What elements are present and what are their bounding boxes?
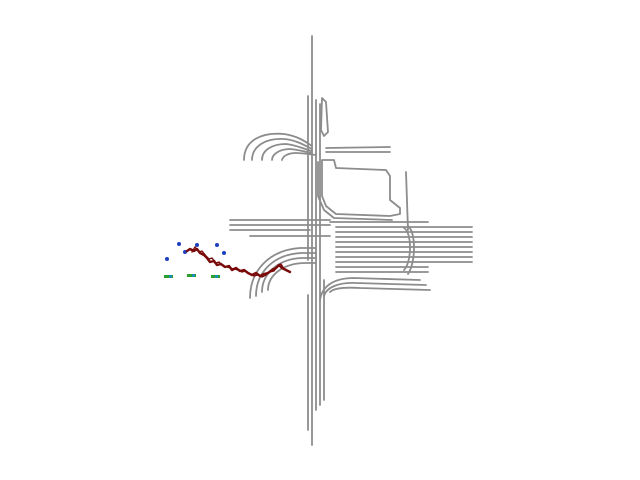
lane-curve-sw-1: [250, 248, 316, 298]
lane-median-island: [321, 98, 328, 136]
agent-marker: [165, 257, 169, 261]
lane-lot-inner: [318, 162, 392, 220]
agent-marker: [222, 251, 226, 255]
lane-curve-nw-1: [244, 134, 312, 160]
lane-curve-e-1: [404, 228, 410, 270]
trajectory-path: [187, 249, 290, 276]
lane-network: [230, 36, 472, 445]
lane-curve-se-3: [330, 288, 430, 292]
agent-vehicle: [169, 275, 172, 278]
agent-marker: [195, 243, 199, 247]
lane-curve-nw-5: [282, 153, 316, 160]
agent-marker: [215, 243, 219, 247]
agent-vehicle: [215, 275, 218, 278]
lane-lot-outline: [322, 160, 400, 216]
agent-marker: [177, 242, 181, 246]
lane-ne-1: [326, 147, 390, 148]
agent-vehicle: [192, 274, 195, 277]
